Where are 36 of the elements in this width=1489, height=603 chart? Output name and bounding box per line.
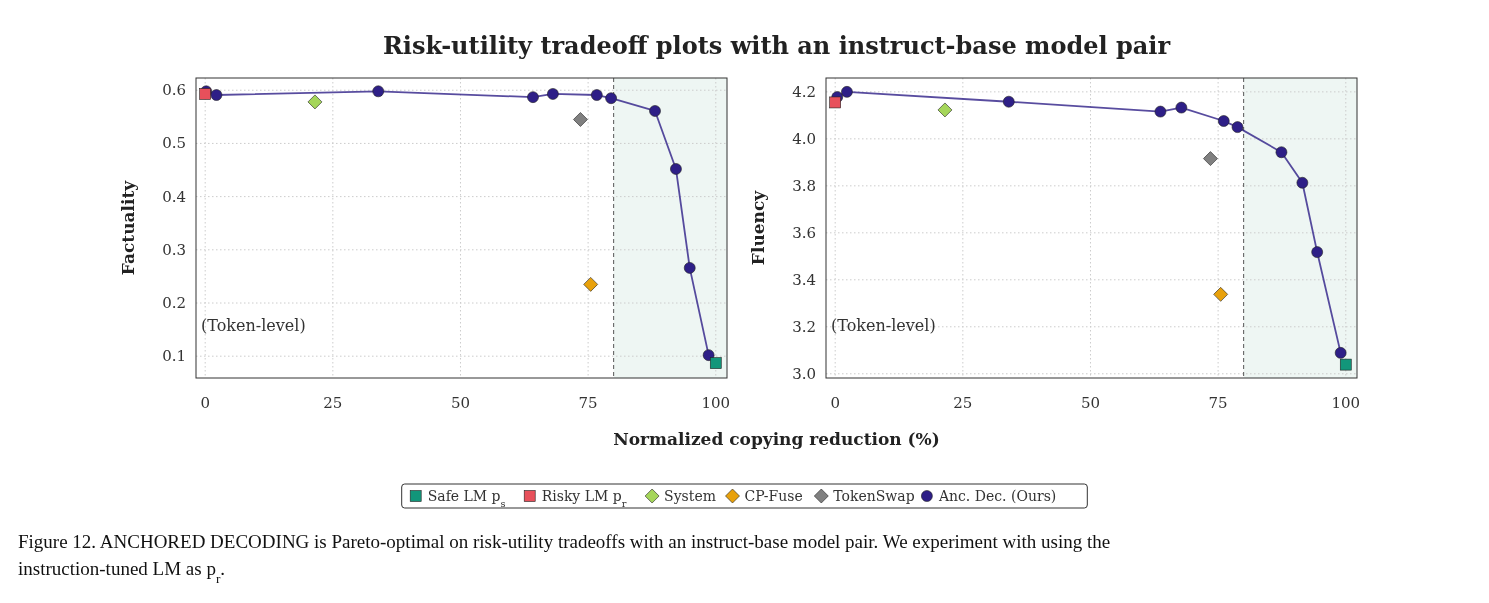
y-tick-label: 4.2 (792, 82, 816, 101)
y-tick-label: 3.4 (792, 270, 816, 289)
text: Risk-utility tradeoff plots with an instruct-base model pair (382, 31, 1171, 60)
y-tick-label: 0.4 (162, 187, 186, 206)
y-tick-label: 0.1 (162, 347, 186, 366)
y-tick-label: 3.2 (792, 317, 816, 336)
y-axis-title: Factuality (118, 179, 138, 276)
y-tick-label: 3.0 (792, 364, 816, 383)
y-tick-label: 0.2 (162, 294, 186, 312)
x-tick-label: 100 (1331, 394, 1361, 412)
y-tick-label: 3.6 (792, 223, 816, 242)
x-tick-label: 100 (701, 394, 731, 412)
legend-label: TokenSwap (833, 488, 915, 504)
annotation: (Token-level) (831, 316, 936, 335)
y-tick-label: 0.3 (162, 240, 186, 259)
x-tick-label: 75 (578, 394, 598, 412)
y-tick-label: 3.8 (792, 176, 816, 195)
x-tick-label: 25 (323, 394, 343, 412)
y-tick-label: 0.5 (162, 134, 186, 153)
annotation: (Token-level) (201, 316, 306, 335)
legend-label: Safe LM p$_{s}$ (427, 488, 506, 509)
legend-label: System (664, 488, 716, 504)
legend-label: Risky LM p$_{r}$ (541, 488, 627, 509)
x-tick-label: 75 (1208, 394, 1228, 412)
y-tick-label: 0.6 (162, 81, 186, 100)
caption: Figure 12. ANCHORED DECODING is Pareto-optimal on risk-utility tradeoffs with an instruct-base model pair. We experiment with using the instruction-tuned LM as p$_{r}$. (18, 531, 1111, 586)
legend-label: CP-Fuse (744, 488, 803, 504)
x-tick-label: 50 (1080, 394, 1101, 412)
x-tick-label: 50 (450, 394, 471, 412)
x-tick-label: 0 (830, 394, 840, 412)
legend-label: Anc. Dec. (Ours) (937, 488, 1057, 504)
y-tick-label: 4.0 (792, 129, 816, 148)
x-axis-title: Normalized copying reduction (%) (613, 429, 940, 449)
y-axis-title: Fluency (748, 189, 768, 266)
x-tick-label: 25 (953, 394, 973, 412)
x-tick-label: 0 (200, 394, 210, 412)
